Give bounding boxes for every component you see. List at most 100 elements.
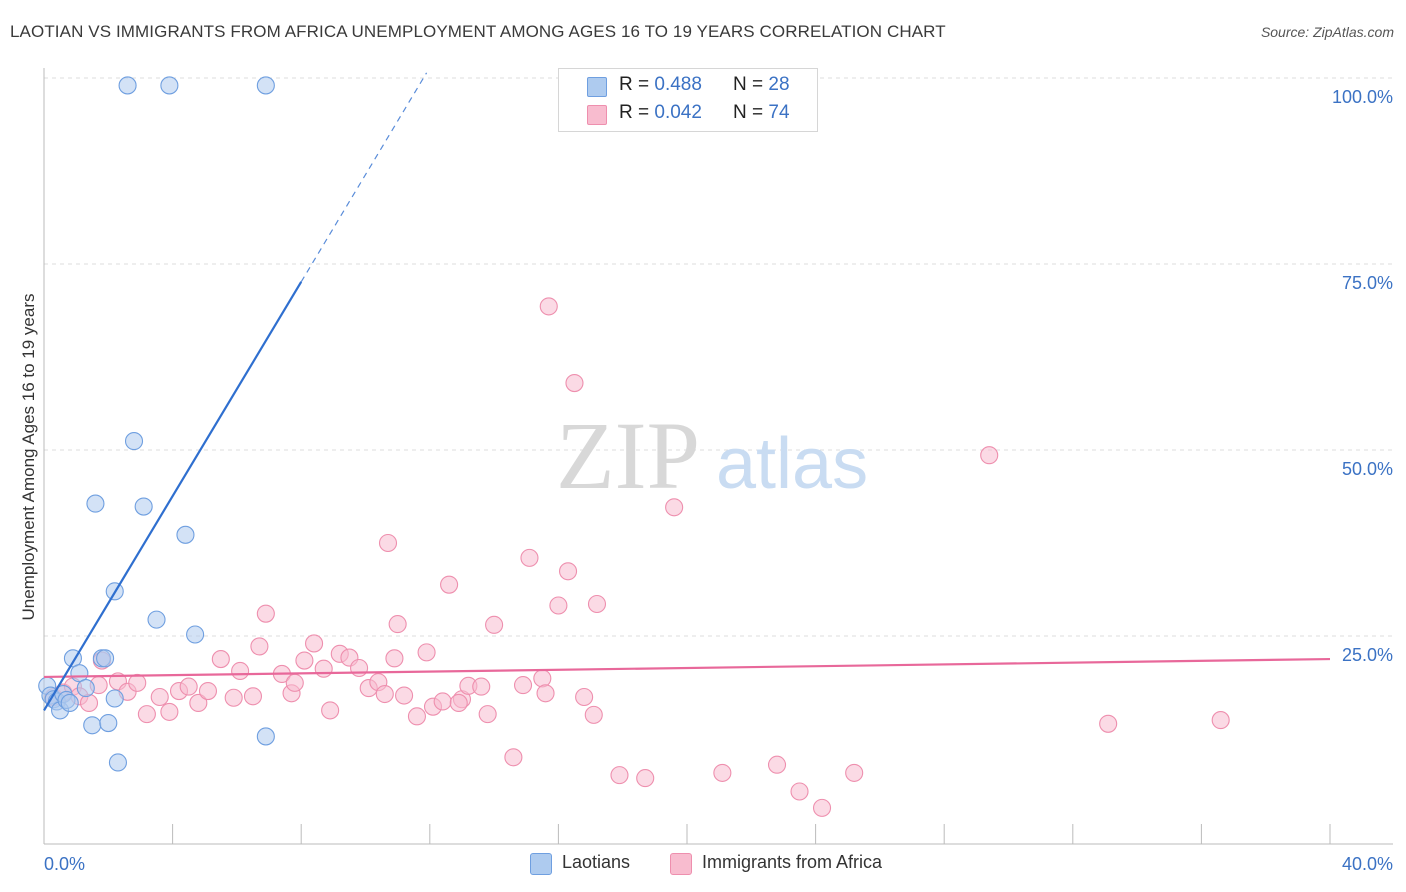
immigrants-point <box>385 649 404 668</box>
immigrants-point <box>137 705 156 724</box>
immigrants-point <box>128 673 147 692</box>
immigrants-point <box>407 707 426 726</box>
laotians-point <box>76 679 95 698</box>
immigrants-point <box>767 755 787 774</box>
immigrants-point <box>285 673 304 692</box>
bottom-legend-label-immigrants: Immigrants from Africa <box>702 852 883 872</box>
y-axis-label: Unemployment Among Ages 16 to 19 years <box>19 294 38 621</box>
stats-legend: R = 0.488 N = 28 R = 0.042 N = 74 <box>558 68 818 132</box>
legend-n-value: 74 <box>768 102 790 123</box>
immigrants-point <box>150 687 169 707</box>
immigrants-point <box>845 763 864 782</box>
laotians-trend-extension <box>300 72 428 283</box>
legend-r-label: R = <box>619 102 650 123</box>
immigrants-point <box>224 688 243 707</box>
immigrants-point <box>189 693 208 713</box>
immigrants-point <box>314 659 333 678</box>
immigrants-point <box>584 705 603 724</box>
immigrants-point <box>1211 711 1230 730</box>
watermark-atlas: atlas <box>716 424 868 504</box>
laotians-point <box>118 76 137 95</box>
immigrants-point <box>565 373 584 393</box>
legend-swatch-pink <box>587 105 607 125</box>
immigrants-point <box>533 669 552 688</box>
immigrants-point <box>485 615 504 634</box>
y-tick-label: 100.0% <box>1332 87 1393 107</box>
immigrants-point <box>539 297 558 316</box>
y-tick-label: 25.0% <box>1342 645 1393 665</box>
laotians-point <box>99 713 118 733</box>
immigrants-point <box>665 498 684 517</box>
laotians-point <box>83 716 102 735</box>
legend-swatch-blue <box>587 77 607 97</box>
legend-r-label: R = <box>619 74 650 95</box>
immigrants-point <box>636 769 655 788</box>
immigrants-point <box>433 692 452 711</box>
y-tick-labels: 25.0% 50.0% 75.0% 100.0% <box>1332 87 1393 665</box>
y-tick-label: 75.0% <box>1342 273 1393 293</box>
laotians-trend-line <box>43 281 303 711</box>
immigrants-point <box>295 651 314 670</box>
immigrants-point <box>243 687 263 706</box>
grid-lines <box>44 77 1393 637</box>
immigrants-point <box>587 594 607 614</box>
immigrants-point <box>256 604 275 623</box>
immigrants-point <box>250 637 269 656</box>
x-tick-label-left: 0.0% <box>44 854 85 874</box>
laotians-point <box>176 525 195 544</box>
laotians-point <box>105 689 124 708</box>
laotians-point <box>60 693 79 713</box>
immigrants-point <box>790 782 809 801</box>
trend-lines <box>43 72 1331 711</box>
watermark-zip: ZIP <box>556 402 700 509</box>
legend-n-label: N = <box>733 102 764 123</box>
immigrants-point <box>713 763 732 782</box>
laotians-point <box>134 497 153 516</box>
legend-r-value: 0.042 <box>654 102 702 123</box>
immigrants-point <box>417 643 436 662</box>
immigrants-point <box>375 684 394 704</box>
laotians-point <box>96 649 115 668</box>
legend-r-value: 0.488 <box>654 74 702 95</box>
chart-title: LAOTIAN VS IMMIGRANTS FROM AFRICA UNEMPL… <box>10 22 946 41</box>
immigrants-point <box>504 748 523 767</box>
immigrants-point <box>160 702 179 721</box>
y-tick-label: 50.0% <box>1342 459 1393 479</box>
immigrants-point <box>536 684 555 703</box>
bottom-legend-swatch-pink <box>670 853 692 875</box>
immigrants-point <box>558 562 578 581</box>
laotians-point <box>160 76 179 95</box>
x-tick-label-right: 40.0% <box>1342 854 1393 874</box>
immigrants-point <box>440 575 459 594</box>
legend-n-label: N = <box>733 74 764 95</box>
immigrants-point <box>478 705 497 724</box>
immigrants-point <box>575 687 594 707</box>
source-label: Source: ZipAtlas.com <box>1260 24 1394 40</box>
immigrants-point <box>610 766 629 785</box>
bottom-legend-swatch-blue <box>530 853 552 875</box>
immigrants-point <box>1099 714 1118 733</box>
immigrants-point <box>472 677 491 696</box>
laotians-point <box>86 494 105 513</box>
immigrants-point <box>79 693 99 713</box>
legend-n-value: 28 <box>768 74 790 95</box>
immigrants-point <box>980 446 999 465</box>
laotians-point <box>124 432 144 451</box>
immigrants-point <box>513 676 533 695</box>
series-laotians-points <box>38 76 275 772</box>
laotians-point <box>256 76 275 95</box>
immigrants-point <box>520 548 539 567</box>
immigrants-point <box>388 615 407 634</box>
immigrants-point <box>395 686 414 705</box>
immigrants-point <box>378 533 398 553</box>
immigrants-point <box>350 658 369 678</box>
immigrants-trend-line <box>43 657 1331 679</box>
immigrants-point <box>549 596 568 615</box>
laotians-point <box>186 625 205 644</box>
immigrants-point <box>321 701 340 720</box>
axes <box>43 68 1393 845</box>
immigrants-point <box>812 798 832 817</box>
immigrants-point <box>231 661 250 681</box>
immigrants-point <box>449 693 468 713</box>
